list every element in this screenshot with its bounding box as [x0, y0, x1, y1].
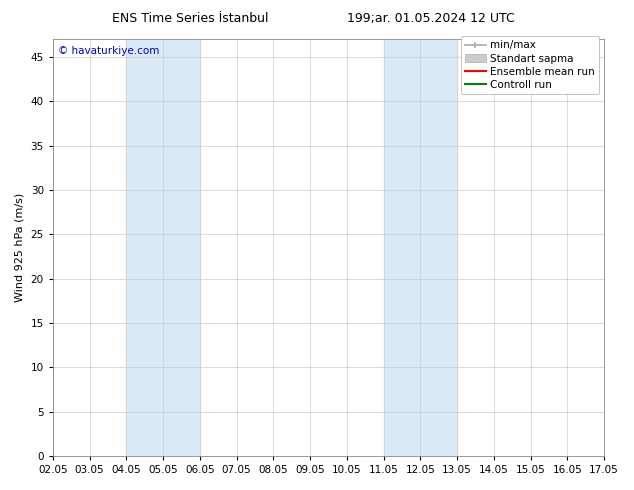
Legend: min/max, Standart sapma, Ensemble mean run, Controll run: min/max, Standart sapma, Ensemble mean r…	[461, 36, 599, 94]
Text: 199;ar. 01.05.2024 12 UTC: 199;ar. 01.05.2024 12 UTC	[347, 12, 515, 25]
Text: © havaturkiye.com: © havaturkiye.com	[58, 46, 160, 56]
Y-axis label: Wind 925 hPa (m/s): Wind 925 hPa (m/s)	[15, 193, 25, 302]
Text: ENS Time Series İstanbul: ENS Time Series İstanbul	[112, 12, 268, 25]
Bar	[384, 39, 457, 456]
Bar	[126, 39, 200, 456]
